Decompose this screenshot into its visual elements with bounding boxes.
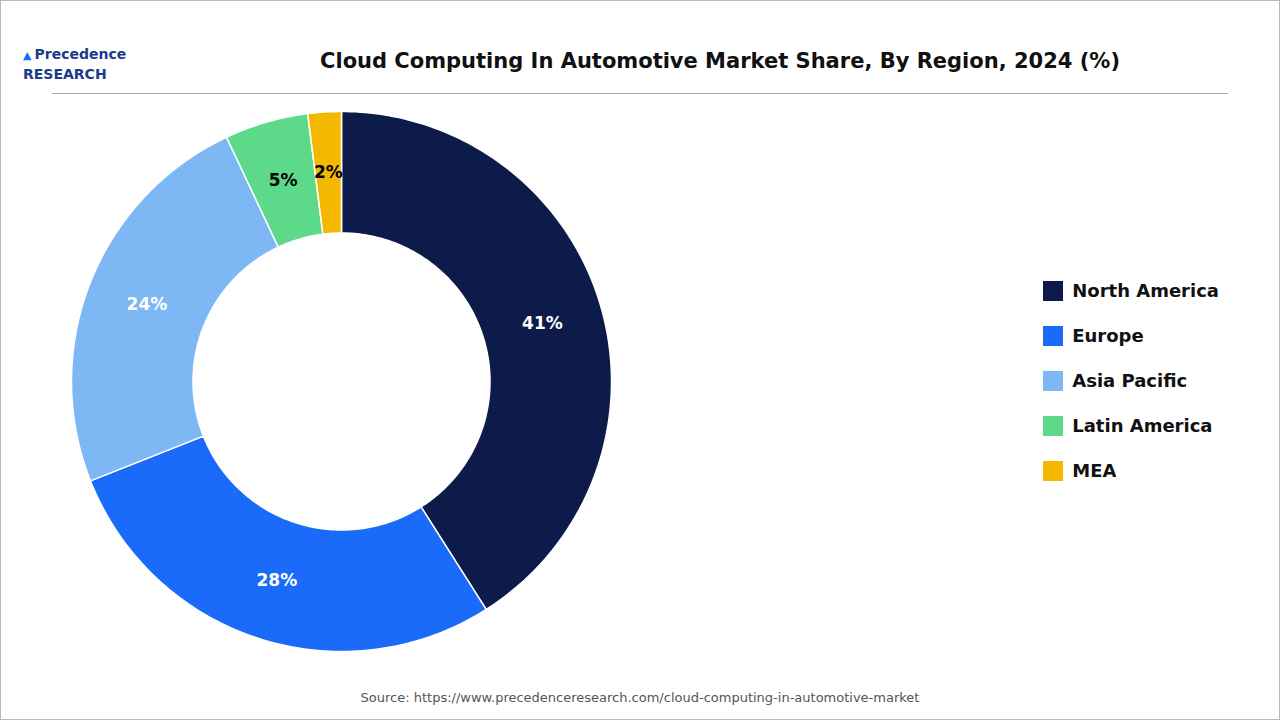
svg-text:24%: 24% [127, 294, 168, 314]
html-text:Asia Pacific: Asia Pacific [1072, 370, 1188, 391]
html-text:Europe: Europe [1072, 325, 1144, 346]
html-text:MEA: MEA [1072, 460, 1117, 481]
html-text:Source: https://www.precedence: Source: https://www.precedenceresearch.c… [360, 690, 920, 705]
svg-text:28%: 28% [256, 570, 297, 590]
html-text:RESEARCH: RESEARCH [23, 65, 107, 82]
svg-text:2%: 2% [314, 162, 343, 182]
svg-text:5%: 5% [269, 170, 298, 190]
html-text:▲Precedence: ▲Precedence [23, 46, 127, 62]
html-text:North America: North America [1072, 280, 1219, 301]
html-text:Latin America: Latin America [1072, 415, 1213, 436]
html-text:Cloud Computing In Automotive: Cloud Computing In Automotive Market Sha… [320, 49, 1120, 73]
svg-text:41%: 41% [522, 313, 563, 333]
